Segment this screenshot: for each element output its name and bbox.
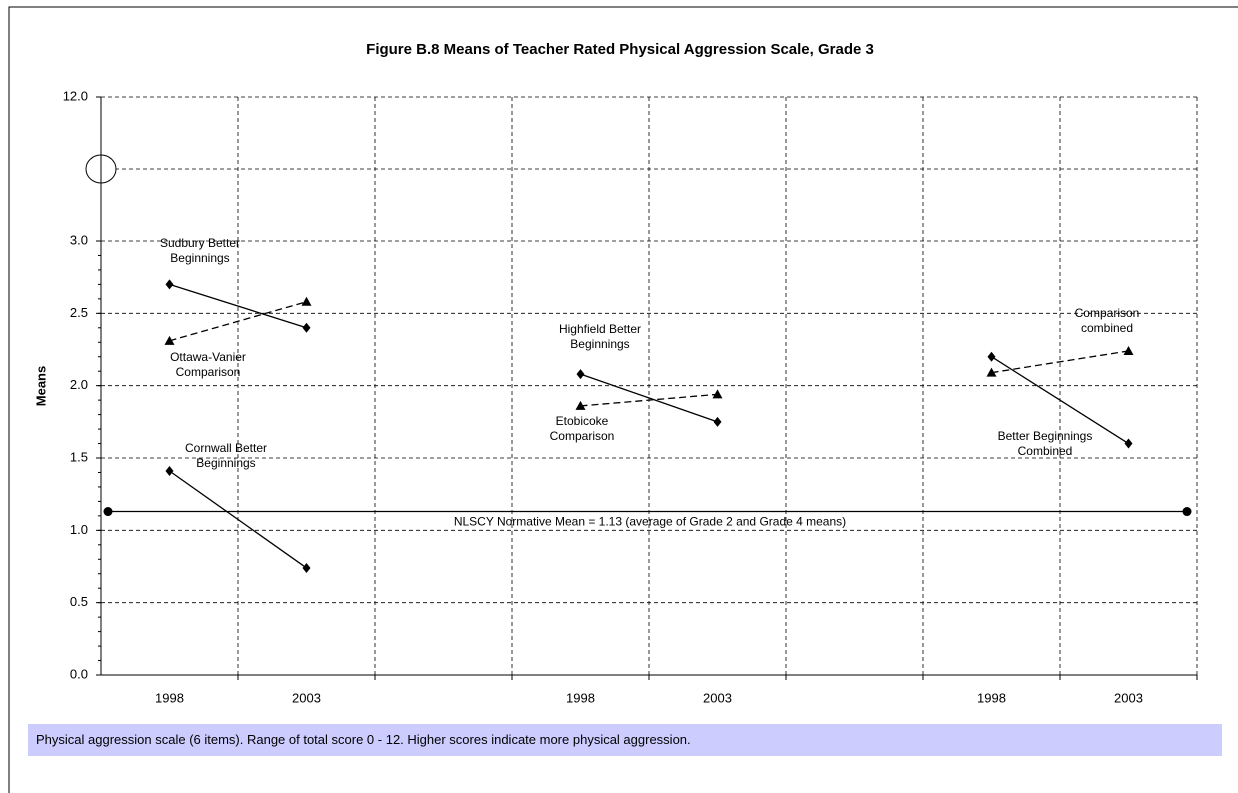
marker (713, 416, 722, 427)
marker (165, 279, 174, 290)
marker (575, 400, 586, 410)
series-line (169, 301, 307, 342)
marker (576, 369, 585, 380)
reference-label: NLSCY Normative Mean = 1.13 (average of … (454, 515, 846, 529)
y-tick-label: 2.5 (70, 305, 88, 320)
series-label: Etobicoke Comparison (549, 414, 615, 443)
x-tick-label: 1998 (155, 690, 184, 705)
y-tick-label: 12.0 (63, 88, 88, 103)
footnote: Physical aggression scale (6 items). Ran… (28, 724, 1222, 756)
series-label: Better Beginnings Combined (997, 429, 1093, 458)
marker (165, 466, 174, 477)
chart-title: Figure B.8 Means of Teacher Rated Physic… (366, 41, 874, 58)
y-tick-label: 0.0 (70, 666, 88, 681)
series-label: Cornwall Better Beginnings (184, 441, 268, 470)
marker (1124, 438, 1133, 449)
marker (164, 335, 175, 345)
series-line (991, 356, 1129, 445)
marker (302, 562, 311, 573)
x-tick-label: 2003 (292, 690, 321, 705)
series-line (580, 393, 718, 407)
series-line (991, 350, 1129, 374)
series-label: Ottawa-Vanier Comparison (170, 350, 246, 379)
series-line (580, 373, 718, 423)
marker (301, 296, 312, 306)
y-tick-label: 1.0 (70, 522, 88, 537)
reference-end (103, 507, 113, 517)
series-line (169, 470, 307, 569)
series-label: Comparison combined (1074, 306, 1140, 335)
series-label: Sudbury Better Beginnings (159, 236, 241, 265)
marker (1123, 345, 1134, 355)
x-tick-label: 1998 (566, 690, 595, 705)
marker (302, 322, 311, 333)
reference-end (1182, 507, 1192, 517)
y-axis-label: Means (33, 366, 48, 406)
y-tick-label: 3.0 (70, 232, 88, 247)
y-tick-label: 2.0 (70, 377, 88, 392)
x-tick-label: 2003 (703, 690, 732, 705)
y-tick-label: 1.5 (70, 449, 88, 464)
y-tick-label: 0.5 (70, 594, 88, 609)
marker (986, 367, 997, 377)
marker (712, 389, 723, 399)
frame (8, 6, 1238, 793)
x-tick-label: 1998 (977, 690, 1006, 705)
x-tick-label: 2003 (1114, 690, 1143, 705)
marker (987, 351, 996, 362)
series-line (169, 283, 307, 329)
series-label: Highfield Better Beginnings (558, 322, 642, 351)
